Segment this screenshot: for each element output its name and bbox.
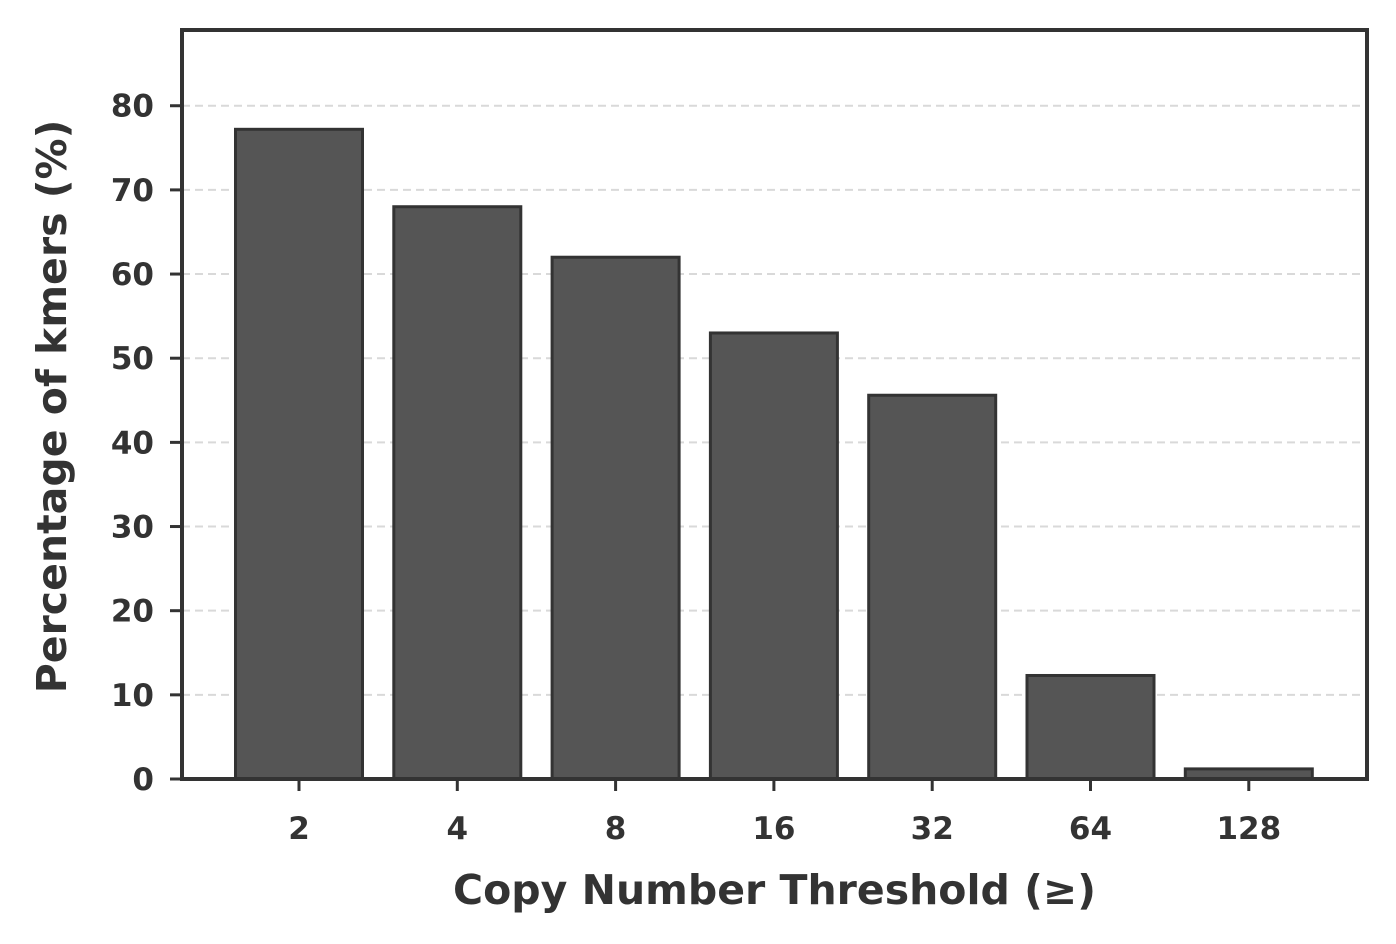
x-tick-label-128: 128: [1216, 811, 1281, 847]
bar-4: [392, 205, 523, 781]
x-tick-label-8: 8: [605, 811, 627, 847]
y-tick-label-30: 30: [111, 510, 154, 546]
y-tick-label-50: 50: [111, 341, 154, 377]
x-tick-label-2: 2: [288, 811, 310, 847]
x-axis-title: Copy Number Threshold (≥): [453, 866, 1096, 914]
bar-16: [708, 331, 839, 781]
y-axis-title: Percentage of kmers (%): [28, 120, 76, 694]
x-tick-label-4: 4: [447, 811, 469, 847]
y-tick-label-20: 20: [111, 594, 154, 630]
y-tick-label-10: 10: [111, 678, 154, 714]
x-tick-label-64: 64: [1069, 811, 1112, 847]
x-tick-label-32: 32: [911, 811, 954, 847]
x-axis-ticks: 2 4 8 16 32 64 128: [288, 779, 1281, 847]
y-tick-label-60: 60: [111, 257, 154, 293]
x-tick-label-16: 16: [752, 811, 795, 847]
y-tick-label-70: 70: [111, 173, 154, 209]
bar-64: [1025, 673, 1156, 781]
y-axis-ticks: 0 10 20 30 40 50 60 70 80: [111, 89, 182, 798]
y-tick-label-40: 40: [111, 425, 154, 461]
y-tick-label-0: 0: [132, 762, 154, 798]
bars: [234, 127, 1314, 781]
bar-32: [867, 393, 998, 781]
y-tick-label-80: 80: [111, 89, 154, 125]
bar-2: [234, 127, 364, 781]
bar-8: [550, 255, 681, 781]
